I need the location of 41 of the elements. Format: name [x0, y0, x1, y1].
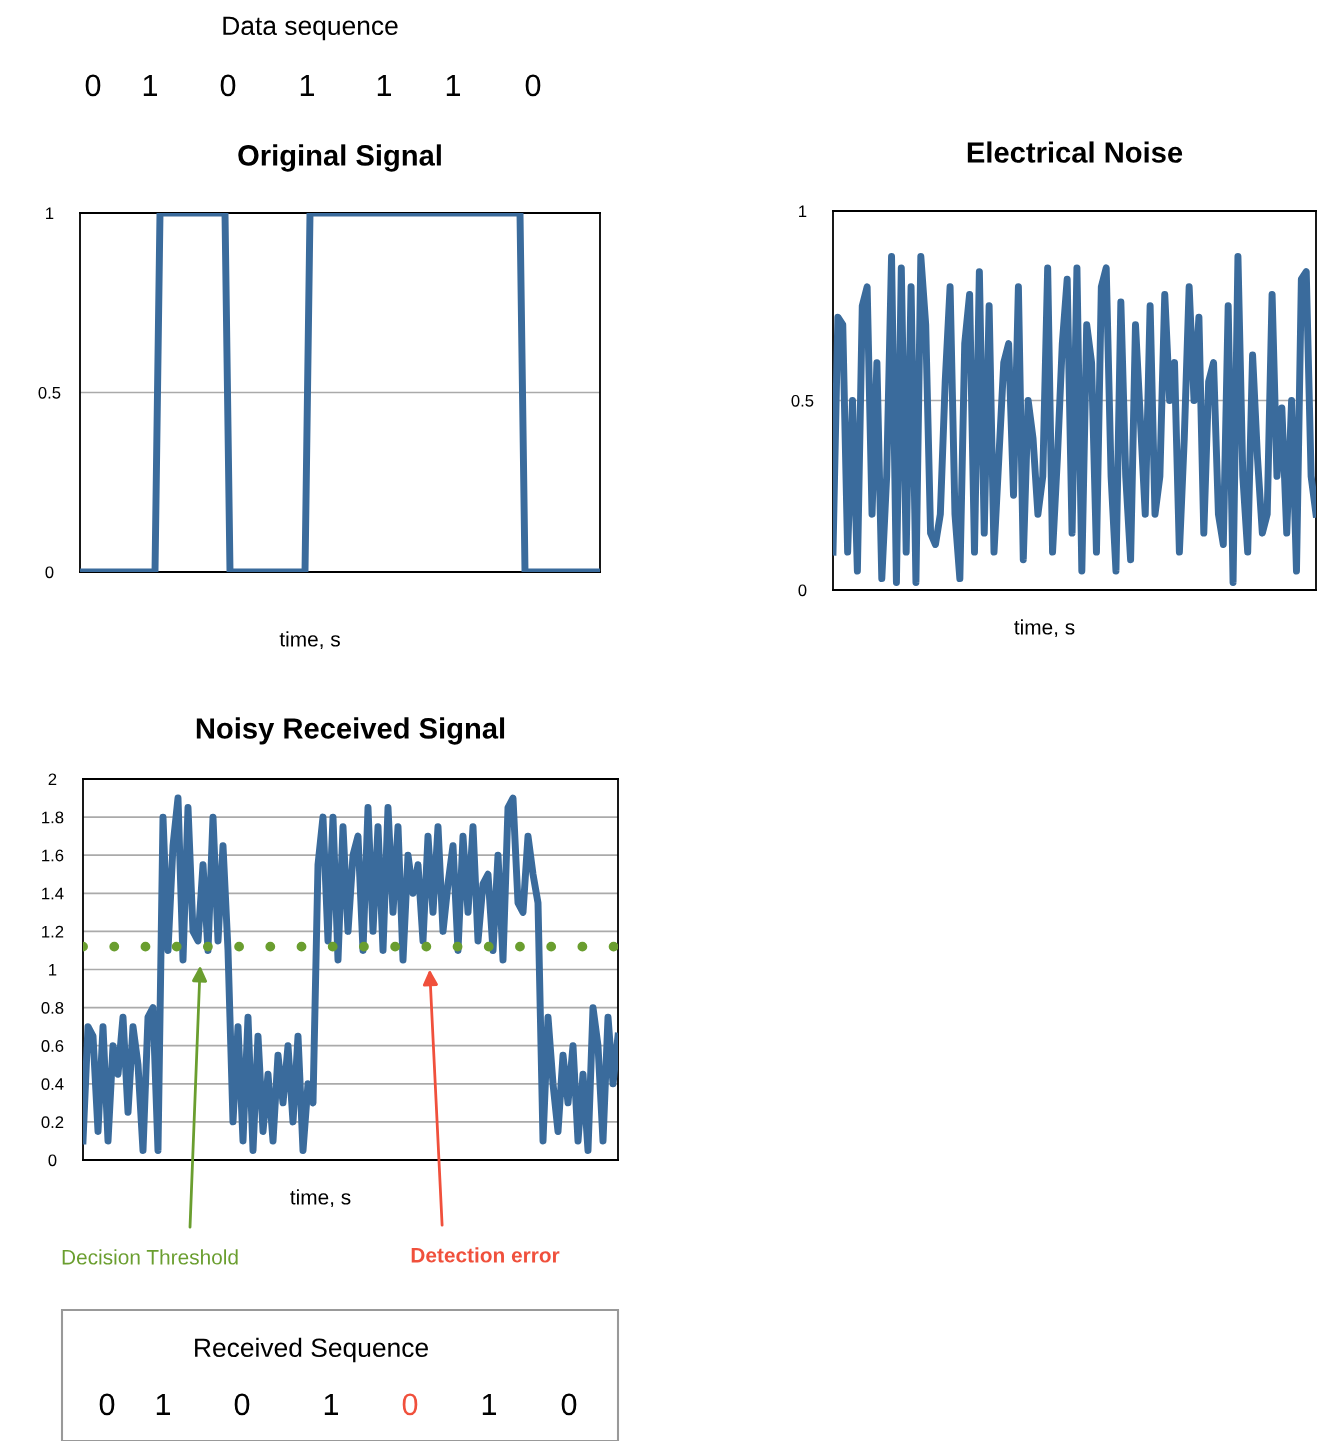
chart-title: Noisy Received Signal	[196, 717, 505, 745]
text: 1	[156, 1393, 171, 1415]
x-axis-title: time, s	[279, 631, 340, 650]
y-tick-label: 1.4	[42, 887, 64, 900]
text: 0	[234, 1393, 250, 1416]
text: 0	[85, 74, 101, 97]
chart-title: Original Signal	[238, 144, 441, 172]
y-tick-label: 0	[48, 1154, 57, 1167]
y-tick-label: 0.5	[791, 394, 814, 407]
x-axis-title: time, s	[1014, 619, 1075, 638]
text: Received Sequence	[195, 1337, 428, 1363]
y-tick-label: 0.5	[38, 386, 61, 399]
x-axis-title: time, s	[290, 1189, 351, 1208]
text: 1	[446, 74, 461, 96]
y-tick-label: 2	[48, 773, 57, 786]
y-tick-label: 0	[45, 566, 54, 579]
text: 0	[220, 74, 236, 97]
y-tick-label: 1.8	[42, 811, 64, 824]
text: 1	[377, 74, 392, 96]
y-tick-label: 0.2	[41, 1116, 64, 1129]
y-tick-label: 1.6	[42, 849, 64, 862]
text: 0	[525, 74, 541, 97]
y-tick-label: 0.4	[41, 1078, 64, 1090]
text: Detection error	[411, 1247, 560, 1263]
y-tick-label: 1	[46, 207, 54, 220]
text: 1	[324, 1393, 339, 1415]
text: 0	[402, 1393, 418, 1416]
text: 0	[561, 1393, 577, 1416]
y-tick-label: 0.6	[41, 1040, 64, 1052]
y-tick-label: 1	[799, 205, 807, 218]
y-tick-label: 1.2	[42, 925, 64, 938]
y-tick-label: 0.8	[41, 1002, 64, 1014]
text: 1	[143, 74, 158, 96]
chart-title: Electrical Noise	[967, 141, 1183, 163]
text: Data sequence	[223, 16, 398, 41]
text: 0	[99, 1393, 115, 1416]
y-tick-label: 0	[798, 584, 807, 597]
text: 1	[482, 1393, 497, 1415]
ref-line-label: Decision Threshold	[62, 1249, 238, 1265]
y-tick-label: 1	[49, 964, 57, 976]
text: 1	[300, 74, 315, 96]
